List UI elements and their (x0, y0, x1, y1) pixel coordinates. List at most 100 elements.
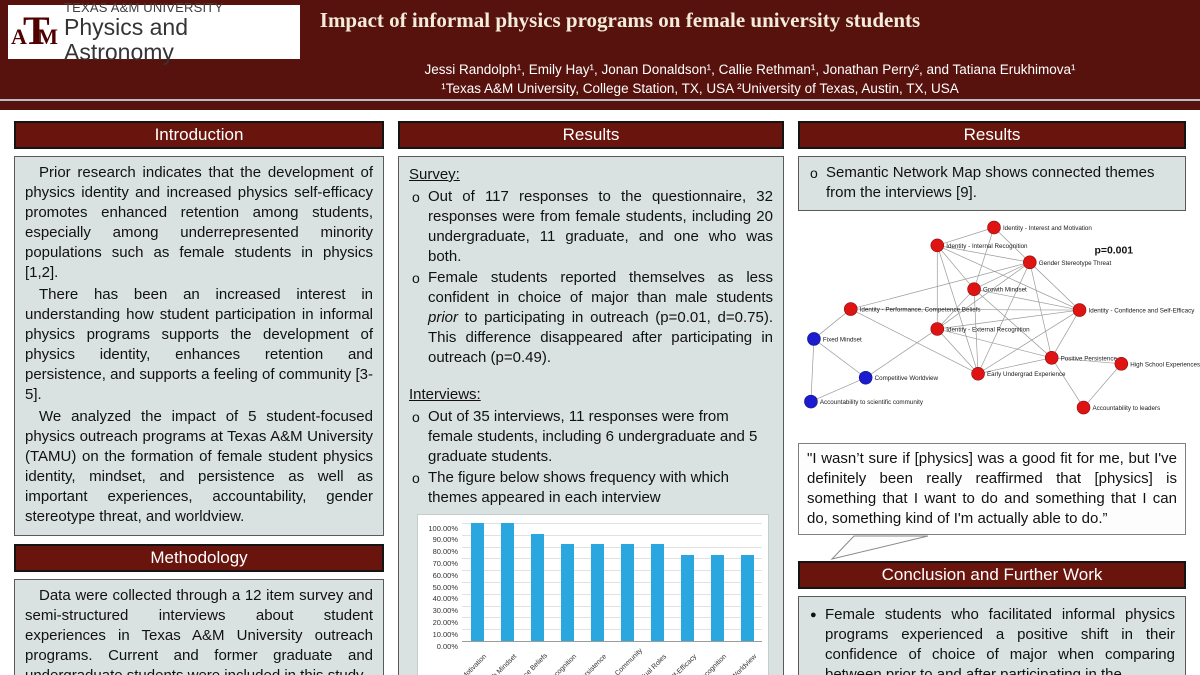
network-node-label: Fixed Mindset (823, 336, 862, 343)
bullet-item: o Out of 117 responses to the questionnai… (409, 187, 773, 267)
network-node-label: Gender Stereotype Threat (1039, 260, 1112, 267)
bullet-marker: o (810, 165, 818, 181)
network-node-label: Competitive Worldview (875, 375, 939, 382)
results-survey-box: Survey: o Out of 117 responses to the que… (398, 156, 784, 675)
network-node (858, 370, 873, 385)
bullet-text: Semantic Network Map shows connected the… (826, 163, 1177, 203)
network-graph-svg: Identity - Interest and Motivation Identi… (804, 220, 1200, 415)
bar (500, 523, 514, 641)
network-node (843, 302, 858, 316)
intro-paragraphs: Prior research indicates that the develo… (25, 163, 373, 527)
bullet-marker: o (412, 409, 420, 425)
affiliations-line: ¹Texas A&M University, College Station, … (441, 81, 959, 96)
bar (650, 544, 664, 641)
network-edge (810, 377, 866, 402)
bullet-text: Female students reported themselves as l… (428, 268, 773, 368)
bullet-text-part: prior (428, 309, 459, 326)
bullet-item: o Semantic Network Map shows connected th… (807, 163, 1177, 203)
bullet-marker: o (412, 470, 420, 486)
chart-gridline (462, 641, 762, 642)
network-edge (1051, 357, 1122, 365)
banner-divider-line (0, 99, 1200, 101)
network-caption-box: o Semantic Network Map shows connected th… (798, 156, 1186, 211)
y-axis-tick-label: 40.00% (432, 594, 458, 604)
y-axis-tick-label: 50.00% (432, 582, 458, 592)
semantic-network-map: Identity - Interest and Motivation Identi… (798, 211, 1200, 435)
network-node-label: Identity - Interest and Motivation (1003, 225, 1092, 232)
bullet-text: Out of 117 responses to the questionnair… (428, 187, 773, 267)
interviews-bullets: o Out of 35 interviews, 11 responses were… (409, 407, 773, 508)
y-axis-tick-label: 70.00% (432, 558, 458, 568)
logo-department-name: Physics and Astronomy (64, 14, 189, 65)
network-edge (973, 288, 1052, 359)
right-column: Results o Semantic Network Map shows conn… (798, 121, 1200, 675)
bullet-item: o Female students reported themselves as … (409, 268, 773, 368)
conclusion-bullets: ● Female students who facilitated informa… (809, 605, 1175, 675)
network-node (1023, 255, 1037, 270)
bar (740, 555, 754, 641)
network-node-label: Accountability to scientific community (820, 399, 924, 406)
methodology-paragraphs: Data were collected through a 12 item su… (25, 586, 373, 675)
network-node (987, 220, 1001, 235)
y-axis-tick-label: 20.00% (432, 617, 458, 627)
speech-bubble-tail-icon (830, 535, 929, 560)
bullet-text-part: to participating in outreach (p=0.01, d=… (428, 309, 773, 366)
network-edge (937, 309, 1080, 330)
y-axis-tick-label: 60.00% (432, 570, 458, 580)
network-node (1044, 351, 1059, 365)
chart-gridline (462, 570, 762, 572)
bullet-text: Out of 35 interviews, 11 responses were … (428, 407, 773, 467)
spacer (409, 369, 773, 385)
chart-gridline (462, 523, 762, 524)
network-caption-bullet: o Semantic Network Map shows connected th… (807, 163, 1177, 203)
paragraph: Data were collected through a 12 item su… (25, 587, 373, 675)
section-header-results-right: Results (798, 121, 1186, 149)
bar (470, 523, 484, 641)
network-edge (937, 328, 979, 374)
logo-text: TEXAS A&M UNIVERSITY Physics and Astrono… (60, 0, 300, 63)
tamu-logo-box: A T M TEXAS A&M UNIVERSITY Physics and A… (8, 0, 300, 64)
interviews-heading: Interviews: (409, 386, 481, 403)
network-node-label: Identity - Confidence and Self-Efficacy (1089, 308, 1196, 315)
network-edge (1051, 309, 1080, 358)
bullet-text-part: The figure below shows frequency with wh… (428, 469, 729, 506)
bar (680, 555, 694, 641)
bullet-text-part: Out of 117 responses to the questionnair… (428, 188, 773, 265)
y-axis-tick-label: 80.00% (432, 547, 458, 557)
network-edge (937, 328, 1052, 359)
paragraph: There has been an increased interest in … (25, 286, 373, 403)
network-node-label: Identity - External Recognition (946, 326, 1030, 333)
network-node (1076, 400, 1091, 415)
middle-column: Results Survey: o Out of 117 responses to… (398, 121, 784, 675)
y-axis-tick-label: 30.00% (432, 606, 458, 616)
network-edge (937, 227, 995, 246)
network-edge (937, 262, 1031, 330)
bullet-text: The figure below shows frequency with wh… (428, 468, 773, 508)
tamu-atm-logo-icon: A T M (11, 8, 58, 53)
chart-gridline (462, 534, 762, 536)
bullet-item: ● Female students who facilitated informa… (809, 605, 1175, 675)
network-edge (865, 328, 938, 379)
chart-gridline (462, 593, 762, 595)
network-node (971, 366, 985, 381)
network-node (930, 322, 945, 336)
chart-gridline (462, 546, 762, 548)
network-edge (973, 261, 1030, 290)
network-node-label: Positive Persistence (1061, 355, 1118, 362)
network-edge (937, 245, 975, 290)
section-header-results-middle: Results (398, 121, 784, 149)
student-quote-box: "I wasn’t sure if [physics] was a good f… (798, 443, 1186, 535)
section-header-methodology: Methodology (14, 544, 384, 572)
chart-gridline (462, 617, 762, 619)
p-value-label: p=0.001 (1094, 245, 1133, 256)
left-column: Introduction Prior research indicates th… (14, 121, 384, 675)
poster-title: Impact of informal physics programs on f… (319, 8, 921, 32)
network-edge (993, 227, 1031, 263)
paragraph: Prior research indicates that the develo… (25, 164, 373, 281)
network-node-label: Early Undergrad Experience (987, 371, 1066, 378)
bullet-text-part: Semantic Network Map shows connected the… (826, 164, 1155, 201)
network-edge (850, 308, 979, 375)
bullet-text-part: Female students reported themselves as l… (428, 269, 773, 306)
network-node (1072, 303, 1087, 317)
network-edge (977, 309, 1080, 375)
